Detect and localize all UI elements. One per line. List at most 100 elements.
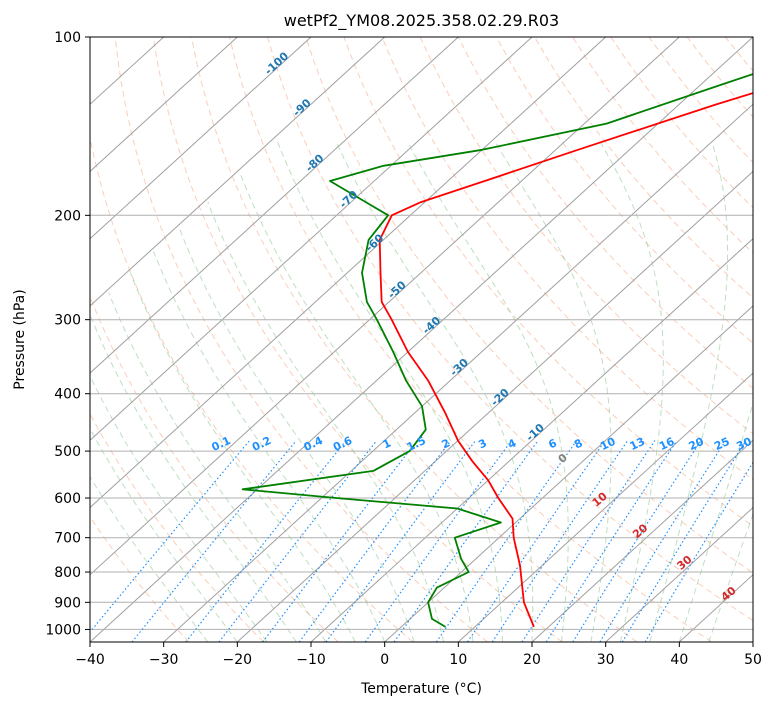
mixing-ratio-line	[435, 440, 578, 642]
y-axis: 100 200 300 400 500 600 700 800 900 1000	[45, 30, 90, 638]
mixing-ratio-label: 2	[440, 436, 452, 451]
dry-adiabat	[229, 37, 712, 642]
isobars	[90, 37, 753, 630]
mixing-ratio-label: 25	[712, 435, 731, 453]
y-tick-label: 200	[54, 208, 81, 224]
isotherm-label: -40	[420, 314, 444, 337]
moist-adiabat	[90, 374, 268, 642]
dry-adiabat	[495, 37, 753, 344]
isotherm-label: -80	[303, 151, 327, 174]
mixing-ratio-line	[621, 440, 747, 642]
y-tick-label: 100	[54, 30, 81, 46]
dry-adiabat	[419, 37, 753, 435]
isotherm	[90, 37, 680, 576]
dry-adiabat	[90, 135, 414, 642]
moist-adiabat-label: 20	[630, 521, 650, 541]
mixing-ratio-label: 10	[598, 435, 618, 453]
mixing-ratio-label: 3	[476, 436, 488, 451]
mixing-ratio-line	[466, 440, 606, 642]
plot-frame	[89, 36, 754, 643]
mixing-ratio-line	[644, 461, 753, 642]
isotherm	[90, 37, 312, 240]
x-tick-label: −30	[149, 652, 179, 668]
dry-adiabat	[90, 412, 264, 642]
y-tick-label: 300	[54, 313, 81, 329]
dry-adiabat	[457, 37, 753, 389]
mixing-ratio-label: 20	[687, 435, 707, 453]
moist-adiabat	[708, 513, 753, 642]
x-tick-label: 20	[523, 652, 541, 668]
isotherm-label: -30	[448, 356, 472, 379]
x-tick-label: 30	[597, 652, 615, 668]
y-tick-label: 900	[54, 595, 81, 611]
mixing-ratio-label: 4	[506, 436, 519, 451]
mixing-ratio-label: 36	[757, 435, 775, 453]
mixing-ratio-line	[262, 440, 418, 642]
mixing-ratio-line	[521, 440, 656, 642]
y-axis-label: Pressure (hPa)	[12, 289, 28, 389]
moist-adiabat	[90, 427, 238, 642]
mixing-ratio-line	[572, 440, 702, 642]
moist-adiabat	[678, 401, 753, 642]
isotherm-label: -10	[524, 421, 548, 444]
x-axis-label: Temperature (°C)	[360, 681, 482, 697]
dry-adiabat	[267, 37, 753, 622]
x-tick-label: 40	[670, 652, 688, 668]
isotherm	[90, 37, 459, 374]
x-tick-label: −20	[223, 652, 253, 668]
x-tick-label: 50	[744, 652, 762, 668]
isotherm	[90, 37, 386, 307]
x-tick-label: −10	[296, 652, 326, 668]
mixing-ratio-label: 1	[381, 436, 393, 451]
mixing-ratio-line	[364, 440, 512, 642]
moist-adiabat-label: 0	[556, 451, 570, 466]
dry-adiabat	[190, 37, 638, 642]
isotherm	[236, 170, 753, 642]
moist-adiabat	[178, 227, 415, 642]
isotherm	[90, 37, 533, 442]
mixing-ratio-line	[599, 440, 727, 642]
moist-adiabat-label: 30	[674, 553, 694, 573]
isotherms	[90, 37, 753, 642]
x-tick-label: 0	[380, 652, 389, 668]
y-tick-label: 400	[54, 387, 81, 403]
isotherm	[384, 305, 753, 642]
moist-adiabat	[406, 141, 569, 642]
isotherm-label: -100	[262, 49, 291, 77]
isotherm	[310, 237, 753, 642]
isotherm	[163, 103, 753, 642]
y-tick-label: 700	[54, 531, 81, 547]
isotherm	[752, 641, 753, 642]
dry-adiabat	[90, 515, 190, 642]
profile-series	[241, 73, 753, 628]
dry-adiabat	[724, 37, 753, 72]
mixing-ratio-line	[491, 440, 629, 642]
moist-adiabat	[129, 272, 356, 642]
isotherm-label: -50	[385, 278, 409, 301]
dry-adiabat	[305, 37, 753, 574]
mixing-ratio-line	[90, 440, 251, 633]
isotherm	[90, 37, 753, 642]
isotherm-label: -20	[488, 386, 512, 409]
isotherm-label: -70	[337, 188, 361, 211]
x-axis: −40 −30 −20 −10 0 10 20 30 40 50	[75, 642, 762, 668]
moist-adiabat	[90, 313, 297, 642]
mixing-ratio-label: 13	[628, 435, 647, 453]
dry-adiabat	[648, 37, 753, 164]
mixing-ratio-line	[393, 440, 539, 642]
isotherm	[531, 439, 753, 642]
dry-adiabat	[343, 37, 753, 527]
mixing-ratio-line	[218, 440, 378, 642]
isotherm	[457, 372, 753, 642]
y-tick-label: 600	[54, 491, 81, 507]
moist-adiabat	[153, 251, 386, 642]
mixing-ratio-label: 16	[657, 435, 677, 453]
dry-adiabat	[90, 295, 339, 642]
mixing-ratio-label: 8	[572, 436, 584, 451]
x-tick-label: −40	[75, 652, 105, 668]
mixing-ratio-line	[325, 440, 476, 642]
y-tick-label: 1000	[45, 622, 81, 638]
dry-adiabat	[152, 37, 563, 642]
isotherm	[90, 37, 238, 173]
